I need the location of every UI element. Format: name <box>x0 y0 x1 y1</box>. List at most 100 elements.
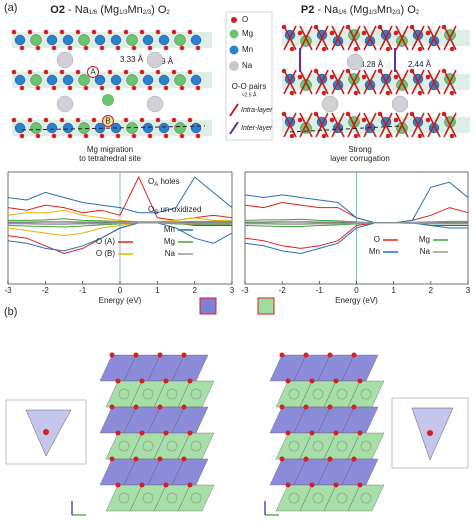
distance-label: 3.33 Å <box>120 55 144 64</box>
panel-title: O2 - Na1/6 (Mg1/3Mn2/3) O2 <box>50 4 170 16</box>
oxygen <box>147 85 153 91</box>
legend-label: O <box>374 235 380 244</box>
oxygen <box>27 29 33 35</box>
oxygen <box>417 133 423 139</box>
dos-line <box>7 209 232 223</box>
site-label: B <box>105 117 110 126</box>
oxygen <box>351 456 357 462</box>
cation <box>190 440 202 452</box>
cation <box>312 492 324 504</box>
oxygen <box>187 430 193 436</box>
oxygen <box>385 46 391 52</box>
oxygen <box>75 69 81 75</box>
title-part: O2 <box>50 4 65 16</box>
pair-bond <box>363 69 377 95</box>
legend-label: Na <box>420 247 431 256</box>
pair-bond <box>331 25 345 51</box>
oxygen <box>75 29 81 35</box>
pair-bond <box>299 69 313 95</box>
x-tick-label: 2 <box>429 286 434 295</box>
dos-line <box>7 222 233 252</box>
oxygen <box>195 45 201 51</box>
oxygen <box>67 133 73 139</box>
oxygen <box>99 45 105 51</box>
pair-bond <box>363 112 377 138</box>
cation <box>288 492 300 504</box>
distance-label: 3.28 Å <box>360 60 384 69</box>
oxygen <box>285 430 291 436</box>
title-part: 2 <box>166 10 170 16</box>
pair-bond <box>363 25 377 51</box>
title-part: ) O <box>401 4 417 16</box>
annotation: OA holes <box>148 177 180 187</box>
oxygen <box>155 117 161 123</box>
oxygen <box>297 30 303 36</box>
oxygen <box>425 117 431 123</box>
oxygen <box>309 430 315 436</box>
oxygen <box>333 430 339 436</box>
legend-label: O (B) <box>96 249 115 258</box>
cation <box>288 440 300 452</box>
oxygen <box>107 29 113 35</box>
oxygen <box>163 133 169 139</box>
cation <box>336 440 348 452</box>
pair-bond <box>347 112 361 138</box>
oxygen <box>289 46 295 52</box>
legend-label: Inter-layer <box>241 125 273 132</box>
x-axis-label: Energy (eV) <box>335 296 378 305</box>
oxygen <box>357 482 363 488</box>
title-part: 1/3 <box>369 10 378 16</box>
mg-atom <box>30 122 42 134</box>
oxygen <box>51 133 57 139</box>
x-tick-label: -2 <box>279 286 287 295</box>
mn-atom <box>158 34 170 46</box>
caption: Mg migration <box>87 145 133 154</box>
oxygen <box>139 378 145 384</box>
oxygen <box>163 378 169 384</box>
oxygen <box>43 429 49 435</box>
oxygen <box>115 482 121 488</box>
cation <box>118 388 130 400</box>
x-tick-label: -3 <box>241 286 249 295</box>
annotation-part: O <box>148 177 154 186</box>
mn-atom <box>142 122 154 134</box>
na-atom <box>56 51 74 69</box>
mg-atom <box>126 74 138 86</box>
atom-icon <box>229 29 239 39</box>
mn-atom <box>142 74 154 86</box>
dos-line <box>245 220 468 224</box>
cation <box>118 492 130 504</box>
panel-label: (a) <box>4 2 17 14</box>
oxygen <box>155 69 161 75</box>
pair-bond <box>379 25 393 51</box>
title-part: - Na <box>314 4 339 16</box>
dos-line <box>8 222 232 225</box>
mn-atom <box>46 34 58 46</box>
oxygen <box>303 404 309 410</box>
oxygen <box>123 29 129 35</box>
oxygen <box>139 430 145 436</box>
mn-atom <box>94 74 106 86</box>
pair-icon <box>229 121 239 135</box>
pair-bond <box>299 25 313 51</box>
oxygen <box>279 404 285 410</box>
x-tick-label: 2 <box>192 286 197 295</box>
atom-icon <box>229 45 239 55</box>
oxygen <box>327 404 333 410</box>
oxygen <box>115 85 121 91</box>
x-tick-label: 3 <box>230 286 235 295</box>
na-atom <box>146 95 164 113</box>
oxygen <box>43 117 49 123</box>
mn-atom <box>94 34 106 46</box>
oxygen <box>139 69 145 75</box>
mn-atom <box>62 34 74 46</box>
oxygen <box>289 133 295 139</box>
oxygen <box>195 85 201 91</box>
oxygen <box>179 133 185 139</box>
mn-atom <box>110 74 122 86</box>
oxygen <box>67 45 73 51</box>
annotation-part: un-oxidized <box>158 205 201 214</box>
oxygen <box>43 29 49 35</box>
oxygen <box>99 133 105 139</box>
